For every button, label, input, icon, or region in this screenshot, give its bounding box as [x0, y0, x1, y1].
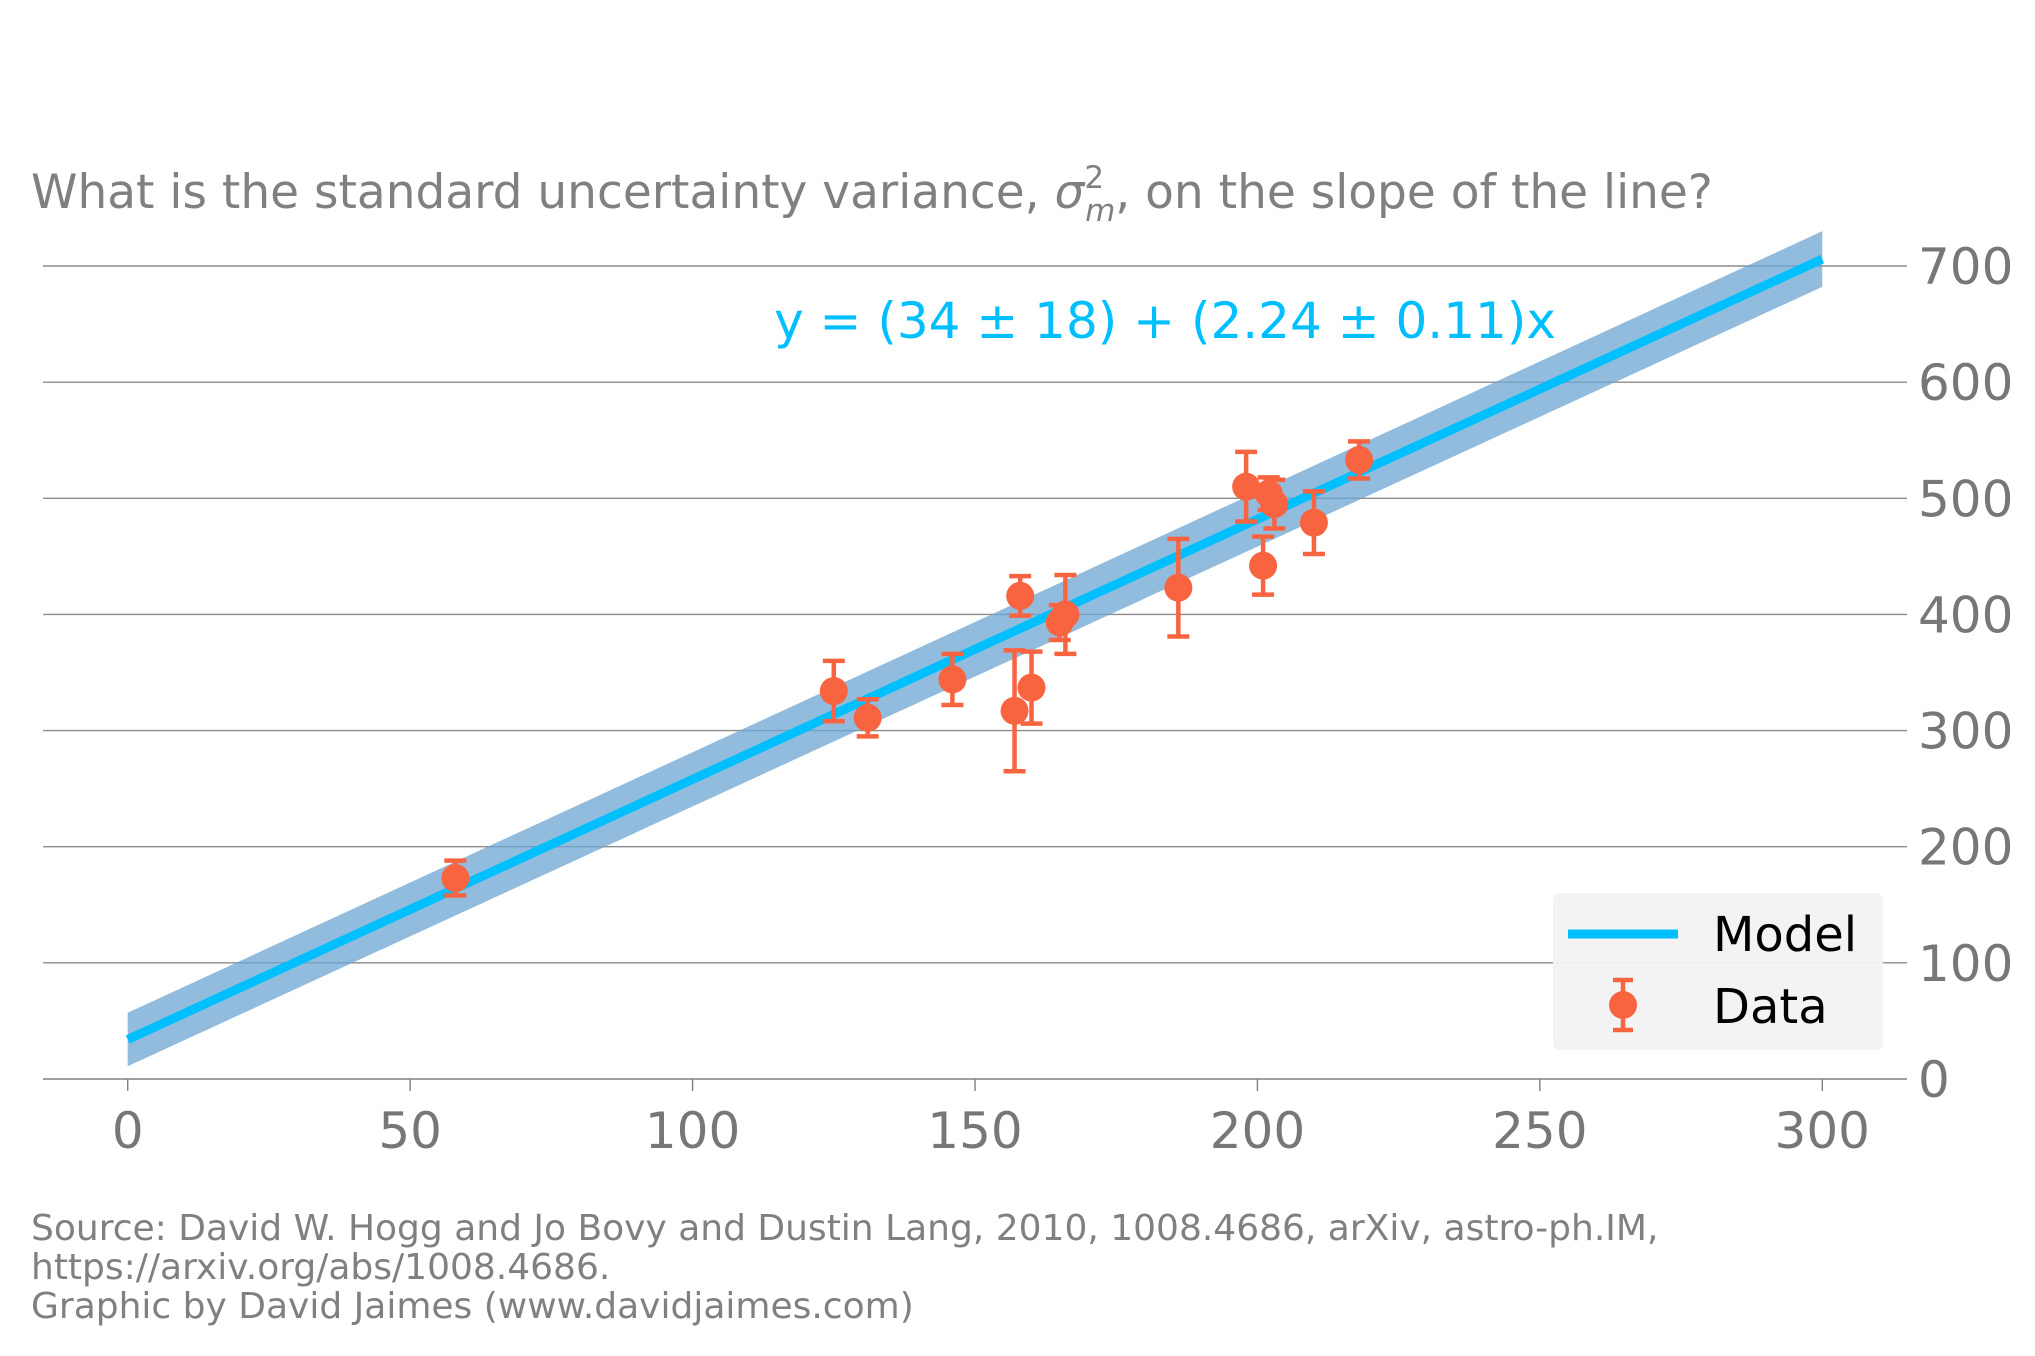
- x-tick-label-0: 0: [112, 1102, 144, 1160]
- x-tick-label-200: 200: [1210, 1102, 1305, 1160]
- y-tick-label-100: 100: [1918, 935, 2013, 993]
- source-line-2: https://arxiv.org/abs/1008.4686.: [31, 1247, 610, 1288]
- y-tick-label-700: 700: [1918, 238, 2013, 296]
- data-marker: [1249, 551, 1278, 580]
- legend: Model Data: [1553, 893, 1883, 1050]
- data-marker: [1299, 508, 1328, 537]
- x-tick-label-150: 150: [927, 1102, 1022, 1160]
- y-tick-labels: 0 100 200 300 400 500 600 700: [1918, 238, 2013, 1109]
- data-marker: [1345, 445, 1374, 474]
- data-point-3: [853, 696, 882, 739]
- x-tick-label-50: 50: [378, 1102, 442, 1160]
- data-marker: [819, 677, 848, 706]
- source-line-3: Graphic by David Jaimes (www.davidjaimes…: [31, 1286, 914, 1327]
- data-marker: [1051, 600, 1080, 629]
- data-point-2: [819, 658, 848, 724]
- y-tick-label-400: 400: [1918, 586, 2013, 644]
- data-point-10: [1164, 536, 1193, 639]
- x-tick-label-250: 250: [1492, 1102, 1587, 1160]
- data-points: [441, 439, 1374, 898]
- data-point-9: [1051, 572, 1080, 657]
- y-tick-label-200: 200: [1918, 819, 2013, 877]
- y-tick-label-500: 500: [1918, 470, 2013, 528]
- data-point-15: [1299, 489, 1328, 557]
- data-marker: [441, 864, 470, 893]
- chart-title: What is the standard uncertainty varianc…: [31, 160, 1713, 229]
- data-marker: [1000, 696, 1029, 725]
- source-line-1: Source: David W. Hogg and Jo Bovy and Du…: [31, 1208, 1658, 1249]
- data-point-4: [938, 651, 967, 708]
- data-marker: [853, 703, 882, 732]
- data-marker: [1260, 490, 1289, 519]
- legend-data-label: Data: [1713, 979, 1828, 1035]
- gridlines: [43, 265, 1907, 964]
- y-tick-label-0: 0: [1918, 1051, 1950, 1109]
- equation-label: y = (34 ± 18) + (2.24 ± 0.11)x: [774, 292, 1556, 350]
- y-tick-label-600: 600: [1918, 354, 2013, 412]
- data-point-1: [441, 858, 470, 898]
- y-tick-label-300: 300: [1918, 703, 2013, 761]
- data-point-7: [1017, 649, 1046, 726]
- data-marker: [1006, 581, 1035, 610]
- data-marker: [1017, 673, 1046, 702]
- data-point-12: [1249, 534, 1278, 597]
- data-point-5: [1000, 648, 1029, 774]
- legend-model-label: Model: [1713, 907, 1857, 963]
- x-tick-label-100: 100: [645, 1102, 740, 1160]
- data-point-6: [1006, 573, 1035, 618]
- model-line: [125, 254, 1825, 1044]
- data-marker: [938, 665, 967, 694]
- data-point-14: [1260, 477, 1289, 531]
- x-axis: [43, 1078, 1907, 1091]
- legend-data-swatch: [1609, 977, 1637, 1033]
- data-point-16: [1345, 439, 1374, 481]
- x-tick-labels: 0 50 100 150 200 250 300: [112, 1102, 1870, 1160]
- data-marker: [1164, 573, 1193, 602]
- model-fit-line: [125, 254, 1825, 1044]
- data-marker: [1232, 472, 1261, 501]
- x-tick-label-300: 300: [1775, 1102, 1870, 1160]
- data-point-11: [1232, 449, 1261, 524]
